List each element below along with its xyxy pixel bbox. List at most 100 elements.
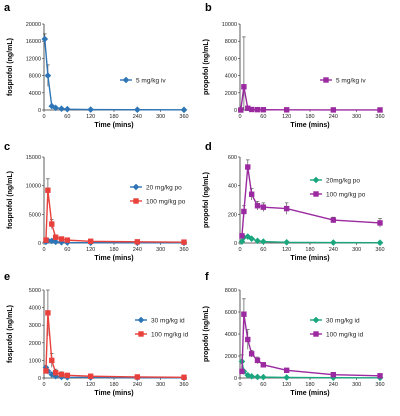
y-axis-title: propofol (ng/mL) xyxy=(203,39,210,95)
data-point xyxy=(239,233,245,239)
data-point xyxy=(254,373,261,381)
legend-marker xyxy=(313,331,319,337)
y-tick-label: 4000 xyxy=(29,91,41,97)
x-axis-title: Time (mins) xyxy=(290,122,329,129)
y-tick-label: 3000 xyxy=(29,323,41,329)
data-point xyxy=(52,104,59,112)
data-point xyxy=(283,367,290,374)
data-point xyxy=(64,105,71,113)
x-tick-label: 60 xyxy=(260,382,266,388)
data-point xyxy=(180,106,188,114)
x-axis-title: Time (mins) xyxy=(290,390,329,397)
series-b-1 xyxy=(238,36,383,113)
y-tick-label: 10000 xyxy=(26,184,41,190)
x-tick-label: 60 xyxy=(64,247,70,253)
y-tick-label: 0 xyxy=(234,108,237,114)
x-tick-label: 240 xyxy=(133,382,142,388)
x-tick-label: 240 xyxy=(133,114,142,120)
data-point xyxy=(64,372,71,379)
data-point xyxy=(245,164,251,170)
data-point xyxy=(134,106,141,114)
series-e-1 xyxy=(42,364,188,382)
y-axis-title: fosprofol (ng/mL) xyxy=(7,305,14,363)
data-point xyxy=(45,310,51,316)
data-point xyxy=(181,374,187,380)
y-tick-label: 6000 xyxy=(225,310,237,316)
legend-label: 100 mg/kg id xyxy=(326,331,364,338)
legend-marker xyxy=(138,331,144,337)
x-tick-label: 60 xyxy=(260,247,266,253)
data-point xyxy=(248,106,255,113)
data-point xyxy=(45,187,51,193)
panel-label: c xyxy=(4,141,10,153)
data-point xyxy=(260,107,267,113)
legend-marker xyxy=(312,316,320,324)
legend-marker xyxy=(132,183,140,191)
panel-c: c 0 5000 10000 15000 0 60 120 180 240 300 360 Time (… xyxy=(4,141,189,262)
data-point xyxy=(248,191,255,197)
x-tick-label: 180 xyxy=(109,247,118,253)
legend-label: 20 mg/kg po xyxy=(146,184,182,191)
legend-marker xyxy=(312,176,320,184)
data-point xyxy=(58,236,65,242)
y-tick-label: 0 xyxy=(234,241,237,247)
data-point xyxy=(238,238,246,245)
x-tick-label: 300 xyxy=(156,114,165,120)
data-point xyxy=(52,234,59,240)
data-point xyxy=(241,208,247,215)
panel-f: f 0 2000 4000 6000 8000 0 60 120 180 240 300 360 Time… xyxy=(203,271,385,397)
x-tick-label: 0 xyxy=(238,382,241,388)
data-point xyxy=(260,238,267,245)
panel-d: d 0 200 400 600 0 60 120 180 240 300 360 Time (mins)… xyxy=(203,141,385,262)
y-tick-label: 0 xyxy=(38,108,41,114)
panel-b: b 0 2000 4000 6000 8000 10000 0 60 120 180 240 300 36… xyxy=(203,2,385,129)
y-tick-label: 2000 xyxy=(29,341,41,347)
series-line xyxy=(240,86,381,111)
y-tick-label: 1000 xyxy=(29,358,41,364)
data-point xyxy=(260,204,267,210)
data-point xyxy=(44,72,52,79)
legend-marker xyxy=(323,77,329,83)
legend-label: 100 mg/kg id xyxy=(151,331,189,338)
y-tick-label: 15000 xyxy=(26,155,41,161)
legend-entry: 100 mg/kg id xyxy=(135,331,189,338)
data-point xyxy=(64,237,71,243)
x-tick-label: 300 xyxy=(156,247,165,253)
data-point xyxy=(254,203,261,209)
y-tick-label: 8000 xyxy=(29,74,41,80)
data-point xyxy=(260,373,267,381)
data-point xyxy=(52,370,59,376)
y-tick-label: 5000 xyxy=(29,288,41,294)
data-point xyxy=(87,238,94,244)
data-point xyxy=(52,238,59,246)
y-axis-title: propofol (ng/mL) xyxy=(203,172,210,228)
data-point xyxy=(58,105,65,113)
legend-label: 5 mg/kg iv xyxy=(336,77,366,84)
legend-label: 30 mg/kg id xyxy=(151,317,185,324)
data-point xyxy=(43,368,49,374)
y-axis-title: fosprofol (ng/mL) xyxy=(7,171,14,229)
panel-label: d xyxy=(205,141,212,153)
x-tick-label: 360 xyxy=(375,382,384,388)
panel-label: f xyxy=(205,271,209,283)
x-tick-label: 180 xyxy=(109,382,118,388)
data-point xyxy=(283,374,290,381)
legend-entry: 30 mg/kg id xyxy=(135,316,185,324)
x-tick-label: 60 xyxy=(64,114,70,120)
panel-label: e xyxy=(4,271,10,283)
x-tick-label: 240 xyxy=(133,247,142,253)
x-tick-label: 120 xyxy=(282,114,291,120)
y-tick-label: 5000 xyxy=(29,212,41,218)
y-tick-label: 0 xyxy=(38,241,41,247)
data-point xyxy=(254,106,261,113)
y-tick-label: 600 xyxy=(228,155,237,161)
data-point xyxy=(58,371,65,378)
data-point xyxy=(330,239,337,246)
y-tick-label: 4000 xyxy=(225,332,237,338)
legend-entry: 100 mg/kg id xyxy=(310,331,364,338)
legend-entry: 30 mg/kg id xyxy=(310,316,360,324)
x-tick-label: 120 xyxy=(86,382,95,388)
series-line xyxy=(44,38,185,111)
data-point xyxy=(283,107,290,113)
legend-entry: 5 mg/kg iv xyxy=(320,77,366,84)
